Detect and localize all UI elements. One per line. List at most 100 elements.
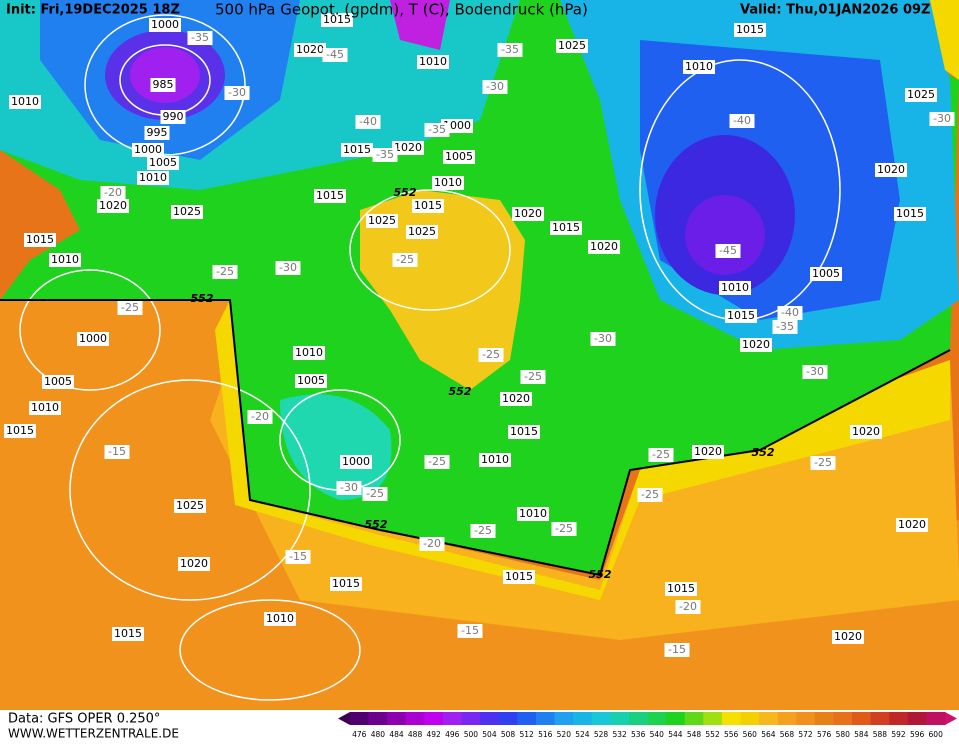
isobar-label-box [725, 309, 757, 323]
isobar-label-box [112, 627, 144, 641]
isobar-label: 1010 [266, 612, 294, 625]
isobar-label: 1010 [519, 507, 547, 520]
scale-swatch [628, 712, 648, 725]
isobar-label-box [508, 425, 540, 439]
isobar-label: 1015 [727, 309, 755, 322]
temperature-label: -25 [555, 522, 573, 535]
isobar-label-box [500, 392, 532, 406]
isobar-label: 1000 [151, 18, 179, 31]
temperature-label: -35 [501, 43, 519, 56]
isobar-label: 1000 [79, 332, 107, 345]
scale-swatch [796, 712, 816, 725]
isobar [69, 379, 311, 601]
temperature-label: -30 [806, 365, 824, 378]
temperature-label-box [497, 43, 523, 57]
scale-swatch [368, 712, 388, 725]
isobar-label: 1000 [342, 455, 370, 468]
isobar [84, 14, 246, 156]
scale-arrow-right [945, 712, 957, 725]
scale-swatch [517, 712, 537, 725]
scale-label: 484 [389, 730, 404, 739]
isobar-label: 1015 [316, 189, 344, 202]
temperature-label-box [470, 524, 496, 538]
scale-label: 508 [501, 730, 516, 739]
isobar-label-box [147, 156, 179, 170]
isobar-label-box [832, 630, 864, 644]
isobar-label-box [160, 110, 186, 124]
temperature-label-box [247, 410, 273, 424]
temperature-label-box [424, 455, 450, 469]
isobar-label: 1015 [896, 207, 924, 220]
cyan-trough [280, 394, 392, 500]
isobar-label-box [24, 233, 56, 247]
temperature-label: -15 [108, 445, 126, 458]
isobar-label-box [894, 207, 926, 221]
temperature-label: -30 [340, 481, 358, 494]
isobar-label-box [683, 60, 715, 74]
temperature-label: -25 [814, 456, 832, 469]
temperature-label: -35 [776, 320, 794, 333]
temperature-label: -30 [933, 112, 951, 125]
scale-swatch [480, 712, 500, 725]
isobar [19, 269, 161, 391]
isobar-label: 1025 [176, 499, 204, 512]
scale-swatch [647, 712, 667, 725]
isobar-label-box [503, 570, 535, 584]
isobar-label: 1010 [685, 60, 713, 73]
isobar-label-box [512, 207, 544, 221]
temperature-label: -35 [191, 31, 209, 44]
scale-label: 536 [631, 730, 646, 739]
isobar-label: 1025 [408, 225, 436, 238]
temperature-label: -15 [461, 624, 479, 637]
isobar-label-box [392, 141, 424, 155]
scale-label: 488 [408, 730, 423, 739]
scale-label: 512 [519, 730, 534, 739]
isobar-label: 1025 [558, 39, 586, 52]
isobar-label-box [692, 445, 724, 459]
temperature-label-box [355, 115, 381, 129]
temperature-label-box [362, 487, 388, 501]
yellow-band [215, 300, 950, 600]
contour-552-label: 552 [191, 292, 214, 305]
footer-site: WWW.WETTERZENTRALE.DE [8, 727, 179, 741]
temperature-label: -25 [366, 487, 384, 500]
contour-552-label: 552 [449, 385, 472, 398]
isobar-label: 1020 [898, 518, 926, 531]
temperature-label: -25 [524, 370, 542, 383]
scale-swatch [703, 712, 723, 725]
yellow-corner [930, 0, 959, 80]
isobar-label: 1020 [742, 338, 770, 351]
temperature-label: -25 [474, 524, 492, 537]
isobar-label-box [77, 332, 109, 346]
isobar-label: 1005 [44, 375, 72, 388]
temperature-label: -30 [279, 261, 297, 274]
scale-label: 596 [910, 730, 925, 739]
isobar-label: 1015 [505, 570, 533, 583]
isobar-label-box [443, 150, 475, 164]
scale-label: 544 [668, 730, 683, 739]
isobar-label: 1020 [180, 557, 208, 570]
isobar-label: 1010 [11, 95, 39, 108]
temperature-label-box [802, 365, 828, 379]
temperature-label-box [590, 332, 616, 346]
isobar-label-box [905, 88, 937, 102]
isobar-label: 1000 [443, 119, 471, 132]
purple-north [390, 0, 450, 50]
isobar-label-box [341, 143, 373, 157]
contour-552-label: 552 [589, 568, 612, 581]
scale-label: 500 [464, 730, 479, 739]
scale-swatch [498, 712, 518, 725]
scale-label: 552 [705, 730, 720, 739]
isobar-label-box [479, 453, 511, 467]
scale-swatch [405, 712, 425, 725]
isobar-label-box [665, 582, 697, 596]
isobar-label-box [150, 78, 176, 92]
isobar-label: 1000 [134, 143, 162, 156]
temperature-label-box [810, 456, 836, 470]
scale-label: 588 [873, 730, 888, 739]
temperature-label: -30 [594, 332, 612, 345]
isobar-label: 1005 [149, 156, 177, 169]
isobar-label: 1020 [877, 163, 905, 176]
isobar-label-box [49, 253, 81, 267]
